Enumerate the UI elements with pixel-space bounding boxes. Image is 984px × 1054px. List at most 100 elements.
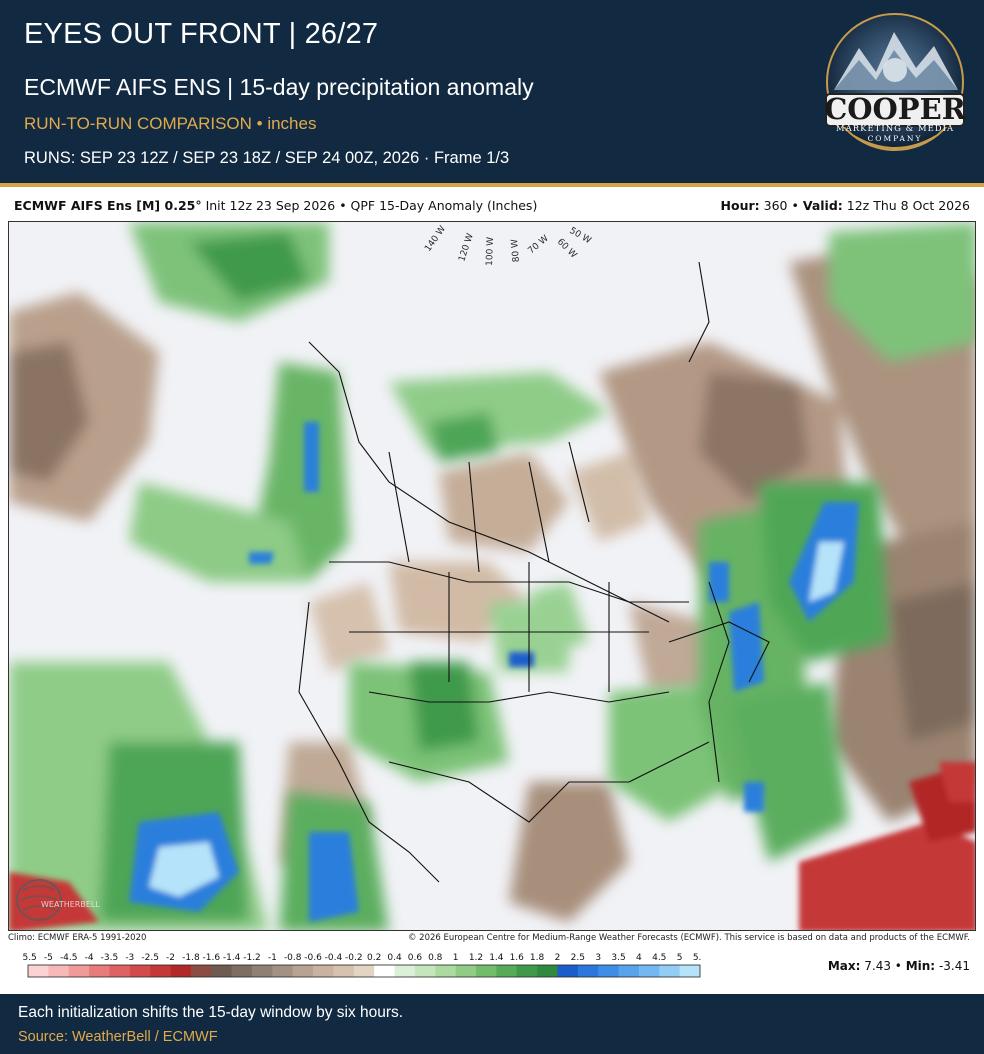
scale-tick-label: -1.2 [243,953,261,963]
heavy-dry-layer [9,762,975,930]
map-canvas: 140 W 120 W 100 W 80 W 70 W 60 W 50 W WE… [9,222,975,930]
heavy-wet-layer [129,422,859,922]
header-band: EYES OUT FRONT | 26/27 ECMWF AIFS ENS | … [0,0,984,183]
hour-value: 360 [763,198,788,213]
scale-swatch [28,965,49,977]
scale-tick-label: -5 [44,953,53,963]
max-value: 7.43 [864,959,891,973]
scale-tick-label: 1.8 [530,953,545,963]
scale-swatch [190,965,212,977]
scale-tick-label: 1.2 [469,953,483,963]
scale-tick-label: 4 [636,953,642,963]
bullet-dot: • [339,198,347,213]
scale-tick-label: 1.6 [510,953,525,963]
us-east-coast [708,581,730,783]
scale-tick-label: -1.8 [182,953,200,963]
scale-swatch [638,965,660,977]
scale-swatch [272,965,294,977]
map-header-left: ECMWF AIFS Ens [M] 0.25° Init 12z 23 Sep… [14,198,537,213]
scale-tick-label: 3.5 [611,953,625,963]
scale-swatch [170,965,192,977]
scale-swatch [618,965,640,977]
logo-company: COMPANY [867,134,923,143]
map-header-right: Hour: 360 • Valid: 12z Thu 8 Oct 2026 [721,198,970,213]
copyright-note: © 2026 European Centre for Medium-Range … [407,933,970,943]
scale-swatch [150,965,171,977]
scale-swatch [129,965,151,977]
scale-tick-label: -0.2 [345,953,363,963]
map-header-bar: ECMWF AIFS Ens [M] 0.25° Init 12z 23 Sep… [0,187,984,221]
init-time: Init 12z 23 Sep 2026 [205,198,336,213]
state-lines-vertical [448,562,610,692]
scale-border [27,964,701,978]
valid-label: Valid: [802,198,843,213]
climo-note: Climo: ECMWF ERA-5 1991-2020 [8,933,147,943]
scale-swatch [252,965,273,977]
scale-swatch [89,965,110,977]
scale-tick-label: -5.5 [22,953,37,963]
scale-tick-label: -1.4 [223,953,241,963]
min-value: -3.41 [938,959,970,973]
scale-swatch [557,965,579,977]
scale-swatch [537,965,558,977]
scale-tick-label: 0.8 [428,953,443,963]
scale-swatch [577,965,599,977]
state-line-mid [368,691,670,703]
canada-coast-line [308,341,670,623]
scale-tick-label: 4.5 [652,953,666,963]
page-title: EYES OUT FRONT | 26/27 [24,18,379,50]
scale-swatch [394,965,416,977]
scale-tick-label: -4.5 [60,953,78,963]
scale-tick-label: -0.6 [304,953,322,963]
scale-tick-label: -0.4 [325,953,343,963]
logo-wordmark: COOPER [824,92,966,126]
valid-value: 12z Thu 8 Oct 2026 [846,198,970,213]
scale-swatch [333,965,355,977]
lon-label: 80 W [510,239,522,263]
scale-swatch [516,965,538,977]
scale-swatch [292,965,314,977]
scale-swatch [109,965,131,977]
scale-swatch [476,965,497,977]
lon-label: 100 W [485,237,496,266]
precip-anomaly-map: 140 W 120 W 100 W 80 W 70 W 60 W 50 W WE… [8,221,976,931]
scale-swatch [231,965,253,977]
scale-swatch [496,965,518,977]
province-lines [388,441,590,573]
scale-swatch [659,965,680,977]
scale-tick-label: -1 [268,953,277,963]
us-west-coast [298,601,440,883]
scale-swatch [374,965,395,977]
scale-tick-label: -4 [85,953,94,963]
runs-label: RUNS: SEP 23 12Z / SEP 23 18Z / SEP 24 0… [24,149,510,167]
product-name: QPF 15-Day Anomaly (Inches) [350,198,538,213]
scale-tick-label: -2.5 [141,953,159,963]
scale-tick-label: -3 [125,953,134,963]
scale-swatch [353,965,375,977]
scale-tick-label: 2 [555,953,561,963]
scale-tick-label: 5 [677,953,683,963]
bullet-dot: • [791,198,799,213]
scale-tick-label: -1.6 [202,953,220,963]
footer-caption: Each initialization shifts the 15-day wi… [18,1004,404,1021]
scale-swatch [414,965,436,977]
color-scale-svg: -5.5 -5 -4.5 -4 -3.5 -3 -2.5 -2 -1.8-1.6-1.4-1.2… [19,953,707,978]
scale-tick-label: -3.5 [101,953,119,963]
boundary-lines [298,261,770,883]
max-label: Max: [827,959,861,973]
color-scale: -5.5 -5 -4.5 -4 -3.5 -3 -2.5 -2 -1.8-1.6-1.4-1.2… [19,949,707,981]
scale-tick-label: 1.4 [489,953,504,963]
scale-tick-label: 5.5 [693,953,702,963]
weatherbell-watermark: WEATHERBELL [16,879,100,921]
logo-tagline: MARKETING & MEDIA [835,124,955,134]
scale-swatch [598,965,619,977]
scale-swatch [313,965,334,977]
header-rule [0,183,984,187]
scale-swatch [48,965,70,977]
scale-tick-label: 3 [595,953,601,963]
model-name: ECMWF AIFS Ens [M] 0.25° [14,198,202,213]
page-subtitle: ECMWF AIFS ENS | 15-day precipitation an… [24,74,534,100]
footer-band: Each initialization shifts the 15-day wi… [0,994,984,1054]
scale-tick-label: -2 [166,953,175,963]
scale-tick-label: 0.4 [387,953,402,963]
